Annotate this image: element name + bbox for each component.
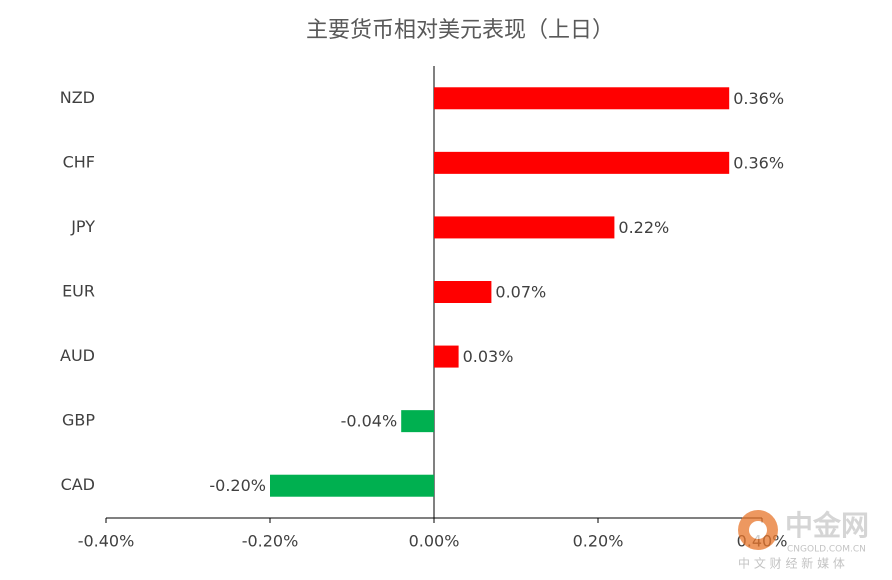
value-label: 0.03% (463, 347, 514, 366)
chart-title: 主要货币相对美元表现（上日） (306, 18, 614, 43)
value-label: 0.22% (618, 218, 669, 237)
bar (434, 87, 730, 110)
watermark-name: 中金网 (785, 509, 869, 542)
y-tick-label: JPY (70, 217, 95, 236)
bar (270, 474, 434, 497)
bar (434, 216, 615, 239)
logo-inner (749, 521, 767, 539)
value-label: 0.36% (733, 89, 784, 108)
bar (434, 151, 730, 174)
x-tick-label: -0.20% (242, 532, 299, 551)
watermark: 中金网 CNGOLD.COM.CN 中 文 财 经 新 媒 体 (738, 509, 869, 571)
bar (434, 345, 459, 368)
value-label: 0.36% (733, 153, 784, 172)
watermark-site: CNGOLD.COM.CN (787, 545, 866, 555)
y-tick-label: GBP (62, 411, 95, 430)
y-tick-label: CHF (63, 152, 95, 171)
y-tick-label: CAD (61, 475, 95, 494)
value-label: -0.20% (209, 476, 266, 495)
y-tick-label: EUR (62, 282, 95, 301)
value-label: -0.04% (341, 412, 398, 431)
x-tick-label: -0.40% (78, 532, 135, 551)
value-label: 0.07% (495, 283, 546, 302)
watermark-slogan: 中 文 财 经 新 媒 体 (738, 556, 845, 571)
x-tick-label: 0.20% (573, 532, 624, 551)
bar (401, 410, 434, 433)
y-tick-label: AUD (60, 346, 95, 365)
y-tick-label: NZD (60, 88, 95, 107)
bar (434, 281, 492, 303)
x-tick-label: 0.00% (409, 532, 460, 551)
